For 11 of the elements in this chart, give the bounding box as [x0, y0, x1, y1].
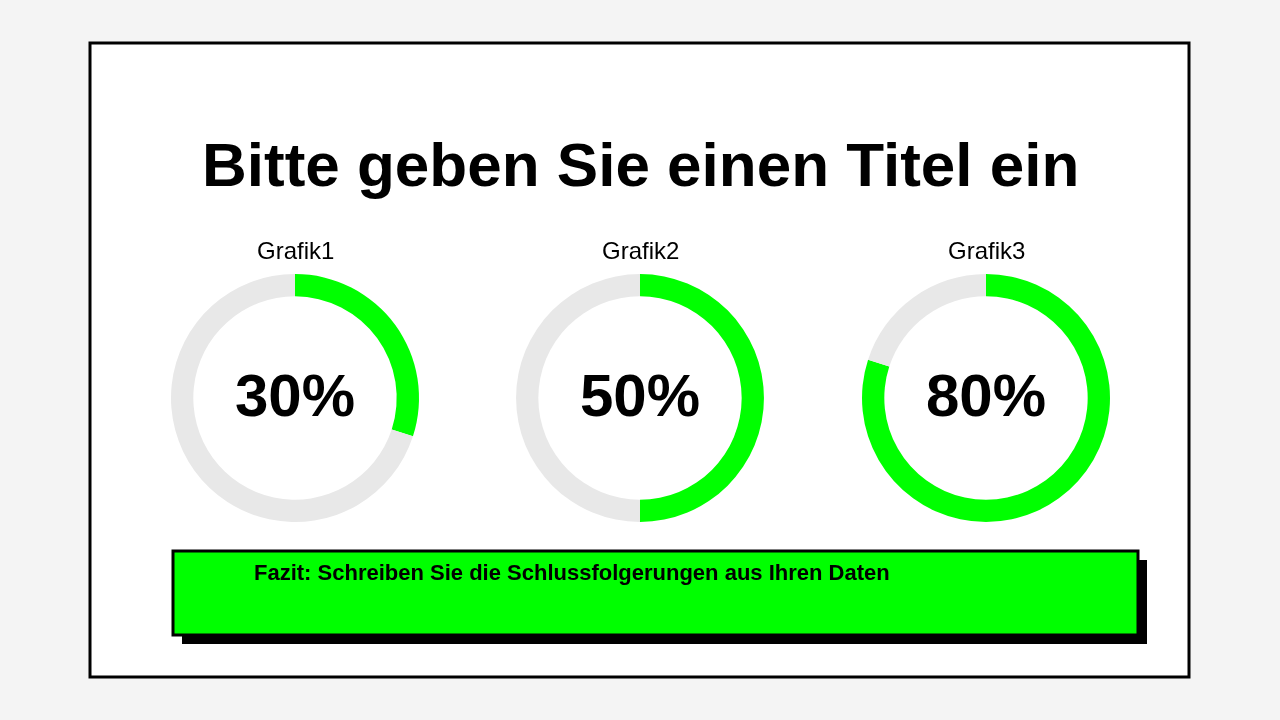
text: Fazit: Schreiben Sie die Schlussfolgerungen aus Ihren Daten: [254, 560, 890, 585]
donut-slice: [171, 274, 413, 522]
data-label: 80%: [926, 362, 1047, 429]
data-label: 30%: [235, 362, 356, 429]
chart-title: Grafik2: [602, 237, 680, 264]
chart-title: Grafik1: [257, 237, 335, 264]
text: Bitte geben Sie einen Titel ein: [202, 130, 1080, 199]
donut-slice: [868, 274, 986, 367]
chart-title: Grafik3: [948, 237, 1026, 264]
donut-slice: [862, 274, 1110, 522]
data-label: 50%: [580, 362, 701, 429]
